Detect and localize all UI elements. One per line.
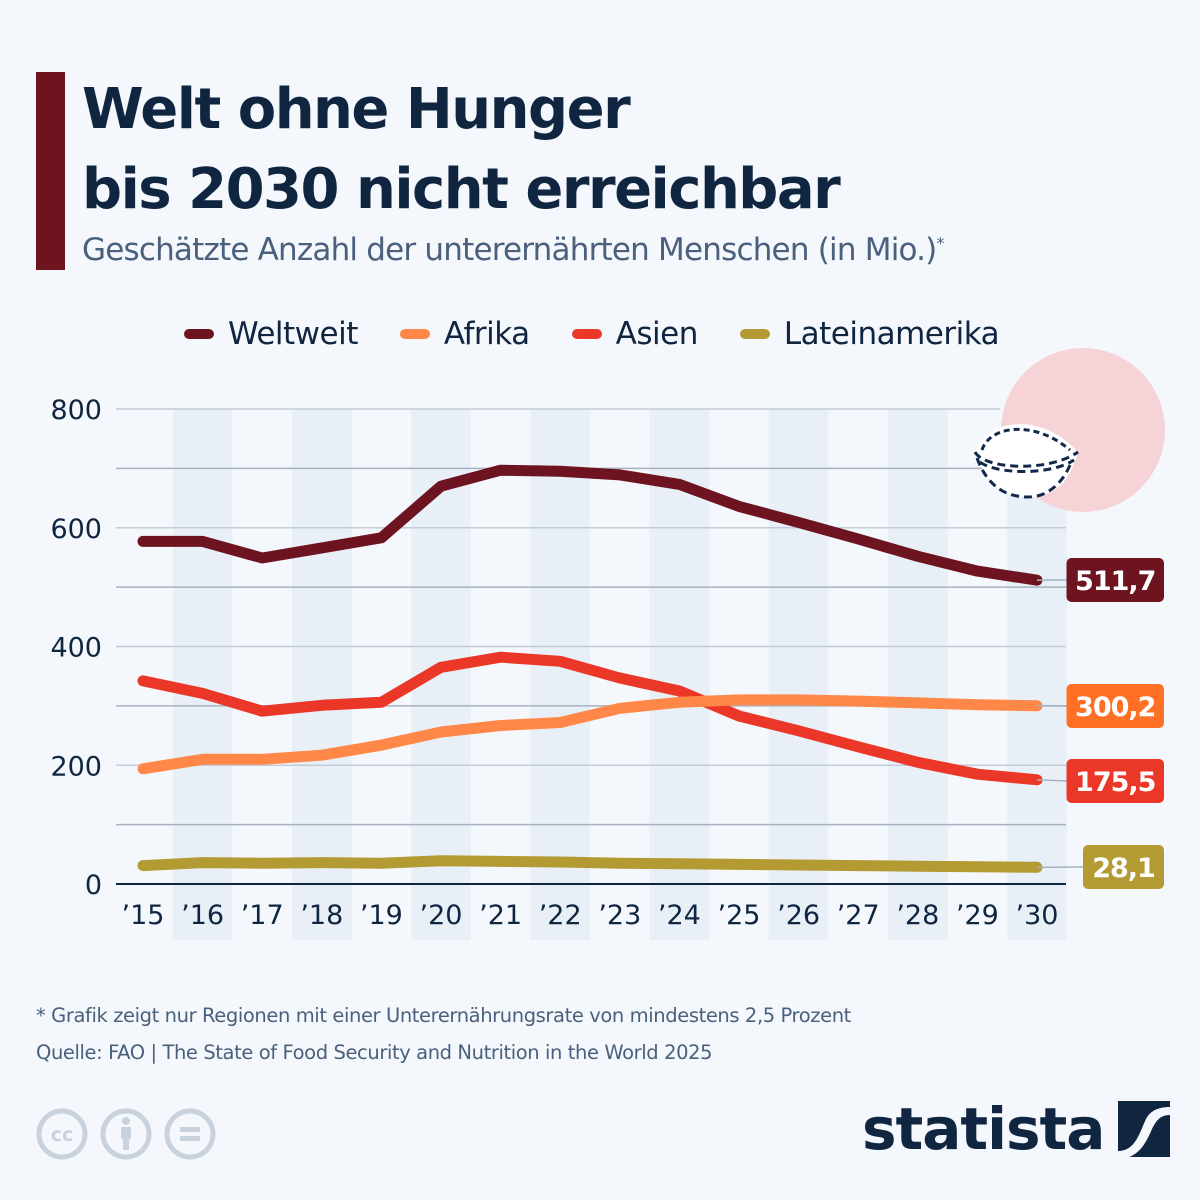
rice-bowl-icon [973, 424, 1079, 499]
badge-background [1066, 684, 1164, 728]
legend-swatch-afrika [399, 329, 430, 339]
subtitle-footnote-marker: * [936, 233, 944, 253]
badge-value: 511,7 [1075, 566, 1155, 597]
badge-background [1066, 558, 1164, 602]
legend-swatch-weltweit [184, 329, 214, 339]
x-tick-label: ’21 [479, 900, 522, 931]
badge-background [1083, 845, 1164, 889]
end-badge-weltweit: 511,7 [1036, 558, 1164, 602]
x-tick-label: ’15 [122, 900, 165, 931]
cc-icon[interactable]: cc [36, 1108, 88, 1160]
x-tick-label: ’26 [777, 900, 820, 931]
series-line-lateinamerika [137, 855, 1043, 873]
x-tick-label: ’24 [658, 900, 701, 931]
end-badge-lateinamerika: 28,1 [1036, 845, 1164, 889]
footnote: * Grafik zeigt nur Regionen mit einer Un… [36, 1004, 851, 1027]
end-badge-asien: 175,5 [1036, 759, 1164, 803]
license-icons: cc [36, 1108, 216, 1160]
badge-value: 175,5 [1075, 767, 1155, 798]
x-tick-label: ’22 [539, 900, 582, 931]
column-band [768, 409, 829, 940]
chart-title: Welt ohne Hunger bis 2030 nicht erreichba… [82, 70, 841, 230]
source-note: Quelle: FAO | The State of Food Security… [36, 1041, 713, 1064]
column-band [292, 409, 352, 940]
x-tick-label: ’17 [241, 900, 284, 931]
x-tick-label: ’19 [360, 900, 403, 931]
x-tick-label: ’18 [300, 900, 343, 931]
badge-background [1066, 759, 1164, 803]
end-value-badges: 511,7 300,2 175,5 28,1 [1036, 558, 1164, 889]
x-tick-label: ’16 [181, 900, 224, 931]
y-tick-label: 200 [50, 751, 102, 782]
y-tick-label: 400 [50, 633, 102, 664]
end-badge-afrika: 300,2 [1036, 684, 1164, 728]
series-line-weltweit [137, 464, 1043, 586]
x-tick-label: ’23 [598, 900, 641, 931]
brand-wordmark: statista [862, 1095, 1105, 1163]
legend-label: Afrika [443, 316, 530, 352]
column-band [530, 409, 590, 940]
legend-swatch-asien [571, 329, 602, 339]
legend: Weltweit Afrika Asien Lateinamerika [184, 316, 1041, 352]
legend-item-asien: Asien [571, 316, 699, 352]
no-derivatives-icon[interactable] [164, 1108, 216, 1160]
subtitle-text: Geschätzte Anzahl der unterernährten Men… [82, 232, 937, 268]
statista-mark-icon [1118, 1101, 1171, 1157]
x-tick-label: ’29 [956, 900, 999, 931]
x-tick-label: ’20 [420, 900, 463, 931]
y-axis: 0 200 400 600 800 [50, 395, 102, 901]
y-tick-label: 800 [50, 395, 102, 426]
legend-label: Lateinamerika [783, 316, 1000, 352]
legend-label: Weltweit [228, 316, 358, 352]
svg-text:cc: cc [51, 1124, 74, 1146]
y-tick-label: 0 [85, 870, 102, 901]
column-band [888, 409, 948, 940]
column-band [172, 409, 233, 940]
title-line-1: Welt ohne Hunger [82, 77, 631, 142]
x-tick-label: ’27 [837, 900, 880, 931]
legend-item-lateinamerika: Lateinamerika [739, 316, 1000, 352]
legend-item-afrika: Afrika [399, 316, 530, 352]
x-tick-label: ’30 [1016, 900, 1059, 931]
x-tick-label: ’25 [718, 900, 761, 931]
legend-item-weltweit: Weltweit [184, 316, 358, 352]
legend-swatch-lateinamerika [739, 329, 770, 339]
badge-value: 300,2 [1075, 692, 1155, 723]
x-tick-label: ’28 [896, 900, 939, 931]
badge-connector [1036, 779, 1067, 782]
badge-value: 28,1 [1092, 853, 1155, 884]
legend-label: Asien [615, 316, 699, 352]
series-line-afrika [137, 694, 1043, 775]
series-lines [137, 464, 1043, 873]
accent-bar [36, 72, 65, 270]
x-axis: ’15 ’16 ’17 ’18 ’19 ’20 ’21 ’22 ’23 ’24 ’25 ’26 ’27 ’… [122, 900, 1059, 931]
series-line-asien [137, 651, 1043, 786]
rice-bowl-illustration [973, 348, 1165, 512]
title-line-2: bis 2030 nicht erreichbar [82, 157, 841, 222]
line-chart: 0 200 400 600 800 ’15 ’16 ’17 ’18 ’19 ’20 ’21 ’22 ’2… [50, 348, 1165, 940]
attribution-icon[interactable] [100, 1108, 152, 1160]
y-tick-label: 600 [50, 514, 102, 545]
statista-logo[interactable]: statista [862, 1095, 1171, 1163]
chart-subtitle: Geschätzte Anzahl der unterernährten Men… [82, 232, 945, 268]
